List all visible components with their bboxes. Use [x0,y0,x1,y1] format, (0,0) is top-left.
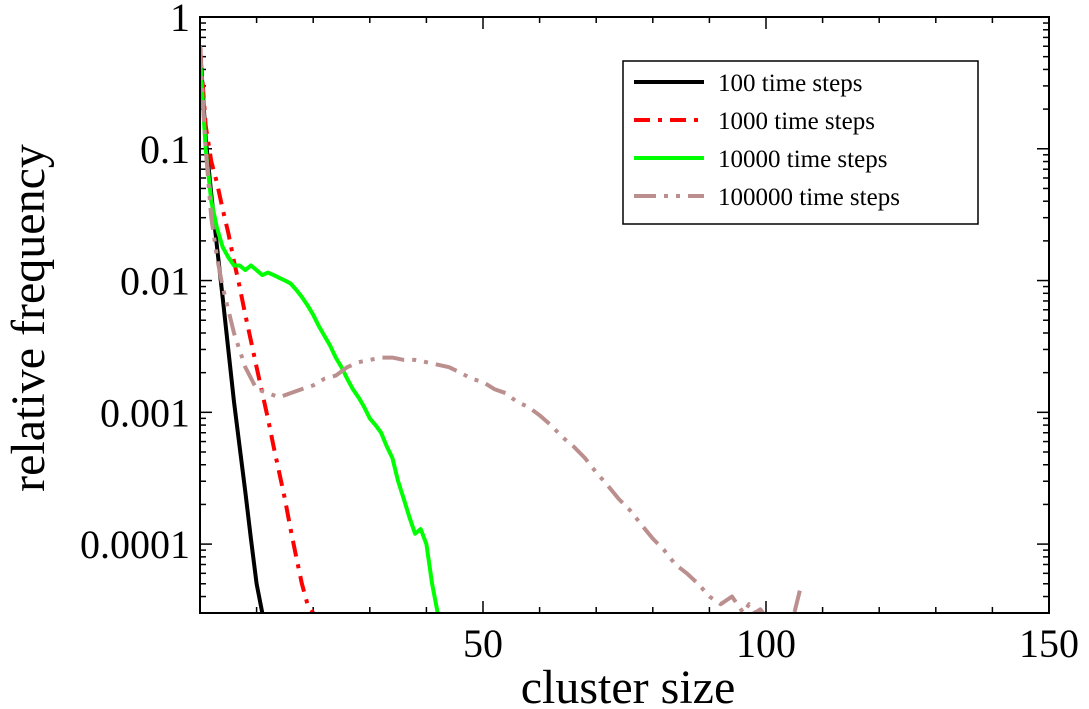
tick-labels: 50 100 150 0.0001 0.001 0.01 0.1 1 [80,0,1079,666]
x-tick-label: 150 [1019,621,1079,666]
series-layer [200,46,802,613]
legend-label-3: 10000 time steps [718,146,887,173]
legend: 100 time steps 1000 time steps 10000 time … [622,60,979,225]
y-tick-label: 0.01 [120,259,190,304]
y-tick-label: 0.001 [100,390,190,435]
plot-frame [199,16,1050,614]
legend-label-2: 1000 time steps [718,108,875,135]
y-tick-label: 0.0001 [80,522,190,567]
y-tick-label: 0.1 [140,127,190,172]
y-tick-label: 1 [170,0,190,40]
x-tick-label: 100 [736,621,796,666]
series-line-4 [200,46,802,613]
y-axis-label: relative frequency [2,144,55,492]
series-line-3 [200,56,440,613]
legend-label-4: 100000 time steps [718,184,900,211]
legend-box [622,60,979,225]
series-line-2 [200,46,315,613]
x-axis-label: cluster size [521,661,736,709]
x-tick-label: 50 [463,621,503,666]
legend-label-1: 100 time steps [718,70,862,97]
